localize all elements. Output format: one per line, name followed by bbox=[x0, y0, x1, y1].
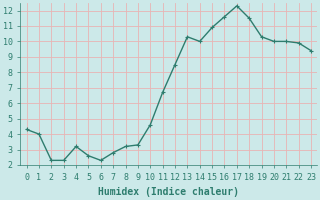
X-axis label: Humidex (Indice chaleur): Humidex (Indice chaleur) bbox=[98, 187, 239, 197]
